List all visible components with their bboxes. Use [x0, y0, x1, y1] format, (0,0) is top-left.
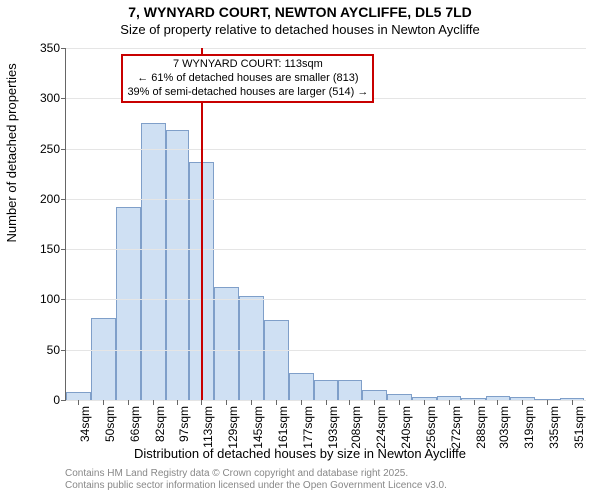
y-tick-label: 250 [40, 142, 60, 156]
x-tick-mark [301, 400, 302, 405]
y-tick-mark [61, 299, 66, 300]
x-tick-mark [572, 400, 573, 405]
y-tick-label: 100 [40, 292, 60, 306]
x-tick-label: 34sqm [78, 406, 92, 442]
x-tick-mark [201, 400, 202, 405]
histogram-bar [66, 392, 91, 400]
x-tick-label: 50sqm [103, 406, 117, 442]
annotation-box: 7 WYNYARD COURT: 113sqm ← 61% of detache… [121, 54, 374, 103]
histogram-bar [264, 320, 289, 400]
x-tick-mark [78, 400, 79, 405]
gridline [66, 48, 586, 49]
y-tick-mark [61, 98, 66, 99]
histogram-bar [116, 207, 141, 400]
x-tick-label: 256sqm [424, 406, 438, 449]
y-tick-label: 0 [53, 393, 60, 407]
x-tick-label: 66sqm [128, 406, 142, 442]
attribution-text: Contains HM Land Registry data © Crown c… [65, 468, 447, 492]
x-tick-mark [251, 400, 252, 405]
x-tick-mark [474, 400, 475, 405]
x-tick-label: 272sqm [449, 406, 463, 449]
x-tick-mark [522, 400, 523, 405]
x-tick-mark [449, 400, 450, 405]
gridline [66, 149, 586, 150]
x-tick-label: 145sqm [251, 406, 265, 449]
x-tick-mark [326, 400, 327, 405]
y-tick-mark [61, 249, 66, 250]
x-tick-label: 82sqm [153, 406, 167, 442]
x-tick-mark [153, 400, 154, 405]
y-tick-mark [61, 400, 66, 401]
x-tick-mark [424, 400, 425, 405]
histogram-bar [362, 390, 387, 400]
attribution-line1: Contains HM Land Registry data © Crown c… [65, 468, 447, 480]
x-tick-label: 319sqm [522, 406, 536, 449]
chart-title-line2: Size of property relative to detached ho… [0, 22, 600, 37]
x-tick-mark [547, 400, 548, 405]
histogram-bar [289, 373, 314, 400]
gridline [66, 249, 586, 250]
x-tick-mark [177, 400, 178, 405]
y-tick-label: 300 [40, 91, 60, 105]
x-tick-mark [497, 400, 498, 405]
x-tick-label: 177sqm [301, 406, 315, 449]
histogram-plot-area: 05010015020025030035034sqm50sqm66sqm82sq… [65, 48, 586, 401]
x-tick-label: 208sqm [349, 406, 363, 449]
x-tick-label: 303sqm [497, 406, 511, 449]
y-tick-label: 150 [40, 242, 60, 256]
x-tick-mark [374, 400, 375, 405]
y-axis-label: Number of detached properties [4, 63, 19, 242]
x-tick-mark [399, 400, 400, 405]
y-tick-mark [61, 199, 66, 200]
x-tick-mark [103, 400, 104, 405]
annotation-line2: ← 61% of detached houses are smaller (81… [127, 72, 368, 86]
x-tick-label: 113sqm [201, 406, 215, 448]
x-tick-mark [349, 400, 350, 405]
x-tick-label: 240sqm [399, 406, 413, 449]
chart-title-line1: 7, WYNYARD COURT, NEWTON AYCLIFFE, DL5 7… [0, 4, 600, 20]
y-tick-label: 350 [40, 41, 60, 55]
annotation-line1: 7 WYNYARD COURT: 113sqm [127, 58, 368, 72]
x-tick-mark [128, 400, 129, 405]
x-tick-label: 224sqm [374, 406, 388, 449]
x-tick-label: 97sqm [177, 406, 191, 442]
x-tick-label: 335sqm [547, 406, 561, 449]
x-tick-mark [276, 400, 277, 405]
y-tick-mark [61, 48, 66, 49]
x-tick-label: 161sqm [276, 406, 290, 449]
x-tick-mark [226, 400, 227, 405]
y-tick-label: 50 [47, 343, 60, 357]
histogram-bar [91, 318, 116, 400]
y-tick-label: 200 [40, 192, 60, 206]
histogram-bar [314, 380, 339, 400]
histogram-bar [141, 123, 166, 400]
x-tick-label: 193sqm [326, 406, 340, 449]
histogram-bar [166, 130, 189, 400]
x-tick-label: 351sqm [572, 406, 586, 449]
y-tick-mark [61, 149, 66, 150]
histogram-bar [338, 380, 361, 400]
gridline [66, 299, 586, 300]
attribution-line2: Contains public sector information licen… [65, 480, 447, 492]
x-tick-label: 129sqm [226, 406, 240, 449]
gridline [66, 350, 586, 351]
gridline [66, 199, 586, 200]
histogram-bar [214, 287, 239, 400]
histogram-bar [239, 296, 264, 400]
x-tick-label: 288sqm [474, 406, 488, 449]
annotation-line3: 39% of semi-detached houses are larger (… [127, 86, 368, 100]
y-tick-mark [61, 350, 66, 351]
